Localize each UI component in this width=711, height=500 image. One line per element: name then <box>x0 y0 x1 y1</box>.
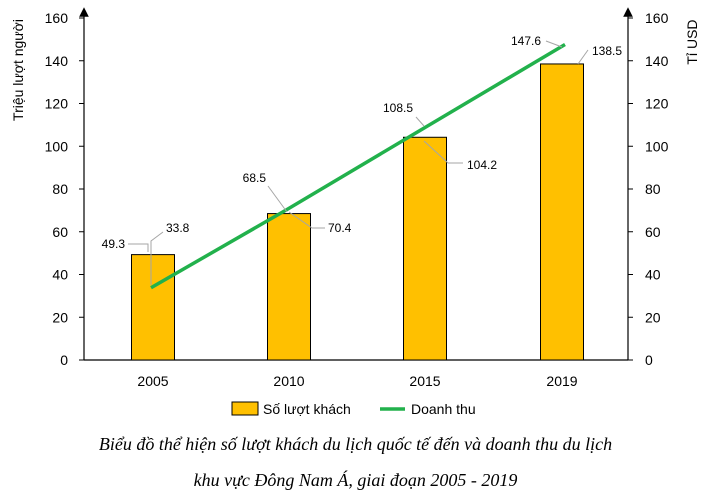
line-label-leader <box>415 116 425 127</box>
bar-label-leader <box>423 140 463 164</box>
legend-label-line: Doanh thu <box>411 401 476 417</box>
line-value-label: 108.5 <box>383 101 413 115</box>
bar-value-label: 49.3 <box>102 237 126 251</box>
y-right-tick-label: 20 <box>645 309 661 325</box>
y-left-tick-label: 60 <box>52 224 68 240</box>
line-label-leader <box>288 211 325 229</box>
x-tick-label: 2019 <box>546 373 577 389</box>
line-value-label: 33.8 <box>166 221 190 235</box>
legend: Số lượt khách Doanh thu <box>231 401 476 417</box>
y-right-tick-label: 140 <box>645 53 669 69</box>
bars <box>131 63 584 361</box>
y-right-tick-label: 60 <box>645 224 661 240</box>
y-right-tick-label: 100 <box>645 138 669 154</box>
bar-value-label: 138.5 <box>592 44 622 58</box>
caption-line-2: khu vực Đông Nam Á, giai đoạn 2005 - 201… <box>193 470 518 490</box>
line-value-label: 70.4 <box>328 221 352 235</box>
x-tick-label: 2005 <box>137 373 168 389</box>
y-left-tick-label: 20 <box>52 309 68 325</box>
y-left-tick-label: 100 <box>45 138 69 154</box>
y-left-tick-label: 0 <box>60 352 68 368</box>
y-left-tick-label: 80 <box>52 181 68 197</box>
y-left-axis-title: Triệu lượt người <box>10 19 26 121</box>
y-left-tick-label: 160 <box>45 10 69 26</box>
y-right-tick-label: 40 <box>645 267 661 283</box>
y-right-tick-label: 120 <box>645 96 669 112</box>
bar-2005 <box>131 254 175 361</box>
caption-line-1: Biểu đồ thể hiện số lượt khách du lịch q… <box>98 434 613 454</box>
x-tick-label: 2010 <box>273 373 304 389</box>
line-series <box>150 42 566 290</box>
bar-label-leader <box>267 185 288 213</box>
y-left-tick-label: 120 <box>45 96 69 112</box>
y-right-tick-label: 0 <box>645 352 653 368</box>
legend-label-bar: Số lượt khách <box>263 401 351 417</box>
revenue-line <box>150 42 566 290</box>
bar-2015 <box>403 136 447 361</box>
y-left-tick-label: 40 <box>52 267 68 283</box>
axes: 0 20 40 60 80 100 120 140 160 0 20 40 60 80 100 120 140 1… <box>10 7 700 389</box>
bar-2010 <box>267 213 311 361</box>
y-right-tick-label: 80 <box>645 181 661 197</box>
line-label-leader <box>545 40 563 48</box>
bar-value-label: 68.5 <box>243 171 267 185</box>
data-labels: 49.3 68.5 104.2 138.5 33.8 70.4 108.5 147.6 <box>102 34 622 285</box>
x-tick-label: 2015 <box>409 373 440 389</box>
chart-canvas: 0 20 40 60 80 100 120 140 160 0 20 40 60 80 100 120 140 1… <box>10 7 700 417</box>
legend-swatch-bar <box>231 401 259 416</box>
bar-label-leader <box>128 243 149 252</box>
line-label-leader <box>150 231 164 285</box>
line-value-label: 147.6 <box>511 34 541 48</box>
y-right-tick-label: 160 <box>645 10 669 26</box>
y-left-tick-label: 140 <box>45 53 69 69</box>
bar-value-label: 104.2 <box>467 158 497 172</box>
bar-2019 <box>540 63 584 361</box>
y-right-axis-title: Tỉ USD <box>684 19 700 64</box>
bar-label-leader <box>577 49 589 65</box>
